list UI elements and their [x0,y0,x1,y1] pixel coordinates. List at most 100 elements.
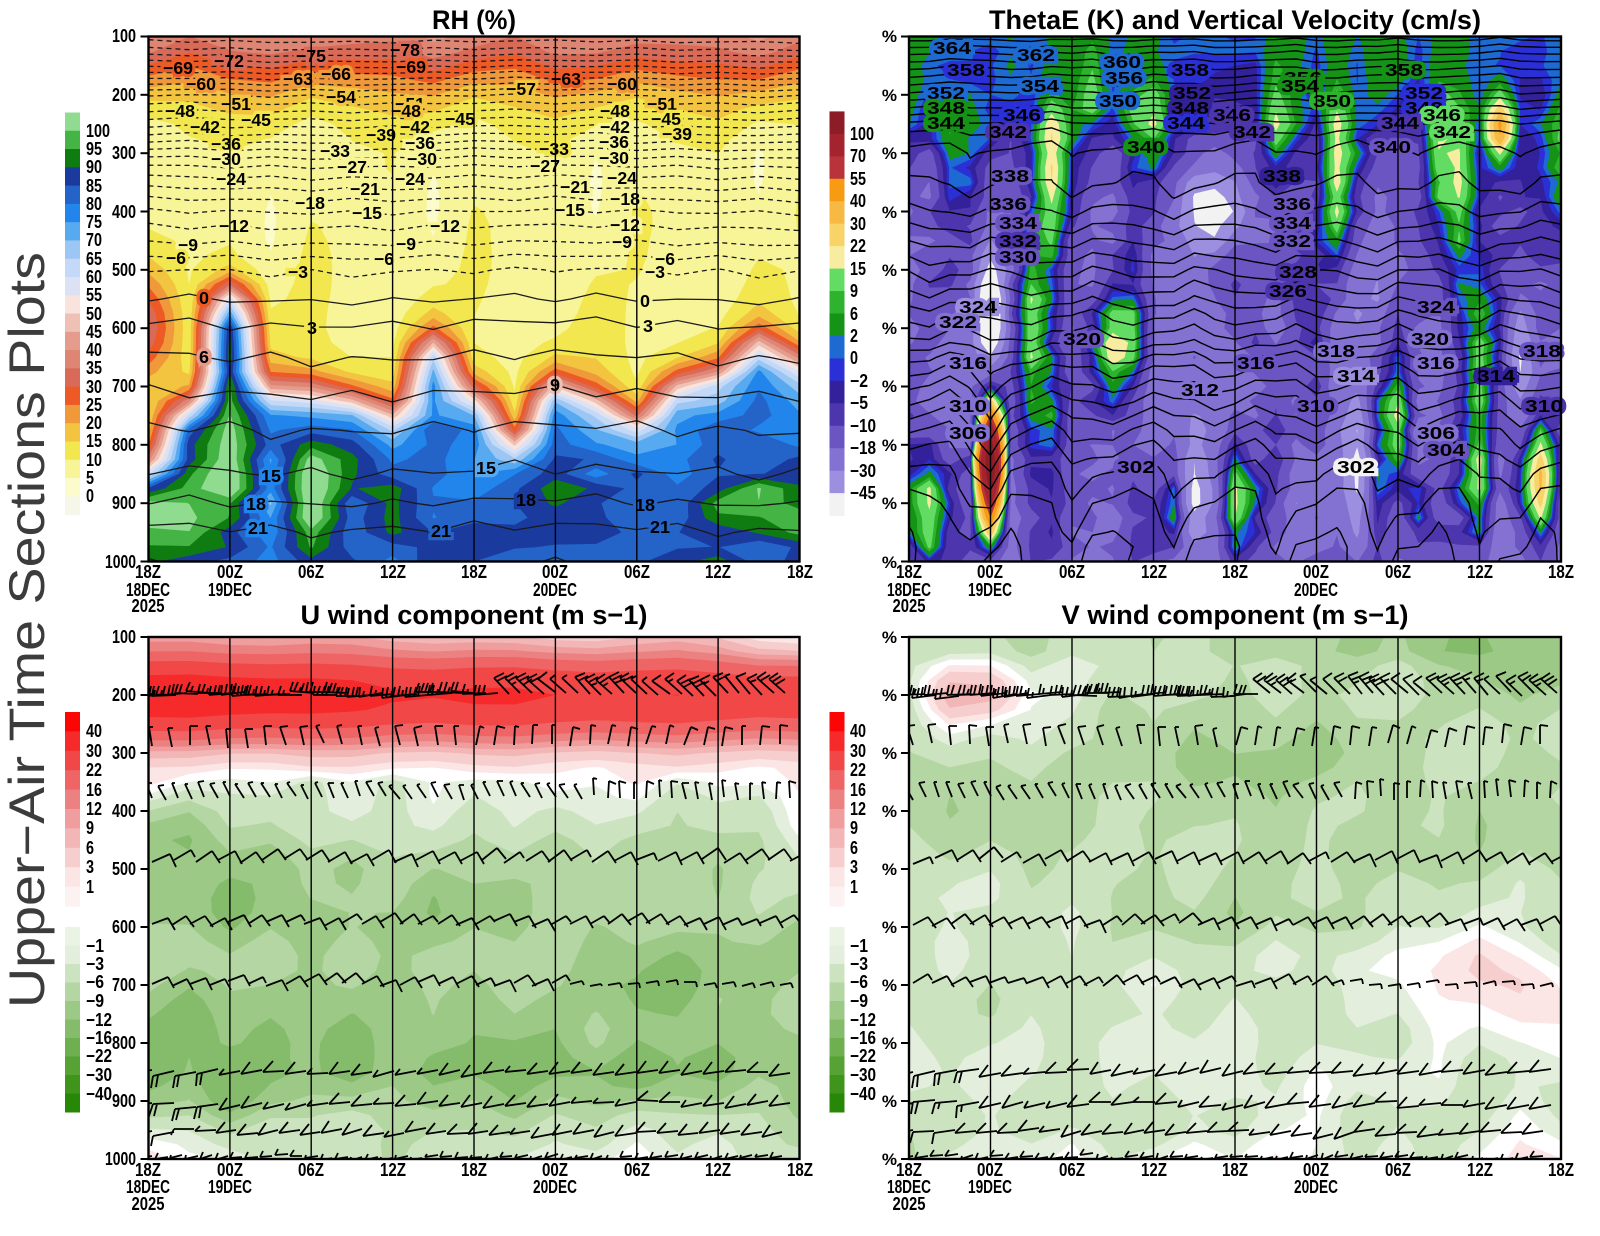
svg-text:600: 600 [112,318,136,338]
svg-text:06Z: 06Z [1385,1160,1411,1180]
svg-text:15: 15 [850,259,866,279]
svg-text:−9: −9 [178,235,198,255]
svg-text:6: 6 [850,304,858,324]
svg-text:−30: −30 [850,461,876,481]
svg-text:324: 324 [959,297,997,317]
svg-text:RH (%): RH (%) [432,5,516,35]
svg-text:22: 22 [850,760,866,780]
svg-text:40: 40 [850,721,866,741]
svg-text:100: 100 [112,26,136,46]
svg-text:358: 358 [947,60,985,80]
svg-text:−9: −9 [850,991,868,1011]
svg-text:344: 344 [927,113,965,133]
svg-text:−30: −30 [850,1065,876,1085]
svg-text:−27: −27 [337,157,367,177]
svg-text:%: % [882,918,897,937]
svg-text:18Z: 18Z [896,1160,922,1180]
svg-text:−15: −15 [555,200,585,220]
svg-text:332: 332 [999,231,1037,251]
svg-text:−9: −9 [396,234,416,254]
svg-text:346: 346 [1213,105,1251,125]
svg-text:18Z: 18Z [1222,1160,1248,1180]
svg-text:−16: −16 [850,1028,876,1048]
svg-text:−42: −42 [190,117,220,137]
svg-text:06Z: 06Z [624,562,650,582]
svg-text:−6: −6 [86,972,104,992]
svg-text:−33: −33 [539,139,569,159]
svg-text:−45: −45 [241,110,271,130]
svg-text:−18: −18 [850,438,876,458]
svg-text:−48: −48 [600,101,630,121]
svg-text:324: 324 [1417,297,1455,317]
svg-text:100: 100 [112,627,136,647]
svg-text:20DEC: 20DEC [533,580,577,600]
svg-text:−24: −24 [607,168,637,188]
svg-text:−69: −69 [163,58,193,78]
svg-text:−6: −6 [166,248,186,268]
svg-text:80: 80 [86,194,102,214]
svg-text:300: 300 [112,743,136,763]
svg-text:348: 348 [1405,98,1443,118]
svg-text:00Z: 00Z [542,1160,568,1180]
svg-text:9: 9 [86,818,94,838]
svg-text:18DEC: 18DEC [126,580,170,600]
svg-text:−12: −12 [850,1010,876,1030]
svg-text:356: 356 [1105,68,1143,88]
svg-text:20DEC: 20DEC [533,1177,577,1197]
svg-text:%: % [882,976,897,995]
svg-text:%: % [882,144,897,163]
svg-text:−3: −3 [288,262,308,282]
svg-text:10: 10 [86,450,102,470]
svg-text:%: % [882,686,897,705]
svg-text:−27: −27 [530,156,560,176]
svg-text:21: 21 [650,517,670,537]
svg-text:15: 15 [86,431,102,451]
svg-text:18Z: 18Z [1548,562,1574,582]
svg-text:−1: −1 [850,936,868,956]
svg-text:16: 16 [850,780,866,800]
svg-text:−22: −22 [86,1046,112,1066]
svg-text:40: 40 [86,340,102,360]
svg-text:−39: −39 [662,124,692,144]
svg-text:06Z: 06Z [1059,1160,1085,1180]
svg-text:−51: −51 [395,94,425,114]
svg-text:00Z: 00Z [977,1160,1003,1180]
svg-text:%: % [882,553,897,572]
svg-text:364: 364 [933,38,971,58]
svg-text:−6: −6 [655,249,675,269]
svg-text:358: 358 [1171,60,1209,80]
svg-text:85: 85 [86,176,102,196]
svg-text:−30: −30 [407,149,437,169]
svg-text:−36: −36 [405,133,435,153]
svg-text:18DEC: 18DEC [887,580,931,600]
svg-text:−48: −48 [391,101,421,121]
svg-text:900: 900 [112,1091,136,1111]
svg-text:−21: −21 [560,177,590,197]
svg-text:%: % [882,319,897,338]
svg-text:−60: −60 [607,74,637,94]
svg-text:30: 30 [86,741,102,761]
svg-text:18Z: 18Z [461,1160,487,1180]
svg-text:−9: −9 [86,991,104,1011]
svg-text:00Z: 00Z [977,562,1003,582]
svg-text:312: 312 [1181,380,1219,400]
svg-text:20DEC: 20DEC [1294,580,1338,600]
svg-text:−18: −18 [610,189,640,209]
svg-text:−15: −15 [352,203,382,223]
svg-text:600: 600 [112,917,136,937]
svg-text:−45: −45 [850,483,876,503]
svg-text:12Z: 12Z [705,1160,731,1180]
svg-text:330: 330 [999,247,1037,267]
svg-text:2025: 2025 [893,1194,926,1214]
svg-text:314: 314 [1337,366,1375,386]
svg-text:%: % [882,86,897,105]
svg-text:18Z: 18Z [135,1160,161,1180]
svg-text:302: 302 [1117,457,1155,477]
svg-text:−3: −3 [645,262,665,282]
svg-text:6: 6 [199,347,209,367]
svg-text:318: 318 [1317,341,1355,361]
svg-text:−51: −51 [221,94,251,114]
svg-text:70: 70 [86,230,102,250]
svg-text:06Z: 06Z [298,1160,324,1180]
svg-text:362: 362 [1017,45,1055,65]
